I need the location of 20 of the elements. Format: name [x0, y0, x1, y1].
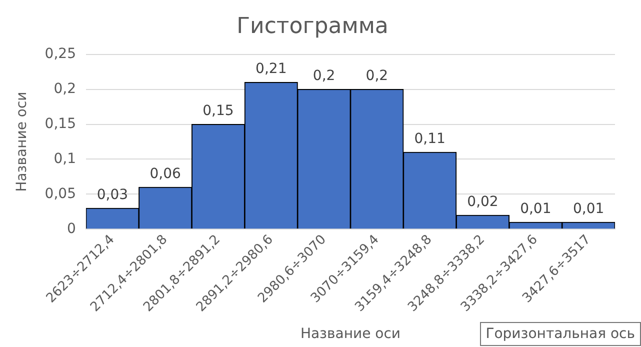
data-label: 0,21	[256, 61, 287, 77]
data-label: 0,06	[150, 166, 182, 182]
data-label: 0,2	[366, 68, 388, 84]
y-tick-label: 0,15	[44, 116, 76, 132]
y-tick-label: 0,1	[54, 150, 76, 167]
data-label: 0,03	[96, 186, 128, 203]
data-label: 0,02	[467, 194, 498, 210]
data-label: 0,01	[520, 200, 552, 217]
y-tick-label: 0,2	[54, 80, 76, 97]
data-label: 0,2	[312, 68, 336, 84]
y-tick-label: 0,05	[44, 186, 76, 202]
y-tick-label: 0	[67, 220, 76, 237]
data-label: 0,01	[572, 200, 604, 217]
y-axis-title: Название оси	[14, 92, 30, 192]
x-axis-title: Название оси	[300, 326, 401, 342]
data-label: 0,15	[202, 102, 234, 119]
text: Горизонтальная ось	[480, 322, 641, 346]
data-label: 0,11	[414, 130, 446, 147]
chart-title: Гистограмма	[236, 14, 388, 39]
y-tick-label: 0,25	[44, 46, 76, 62]
